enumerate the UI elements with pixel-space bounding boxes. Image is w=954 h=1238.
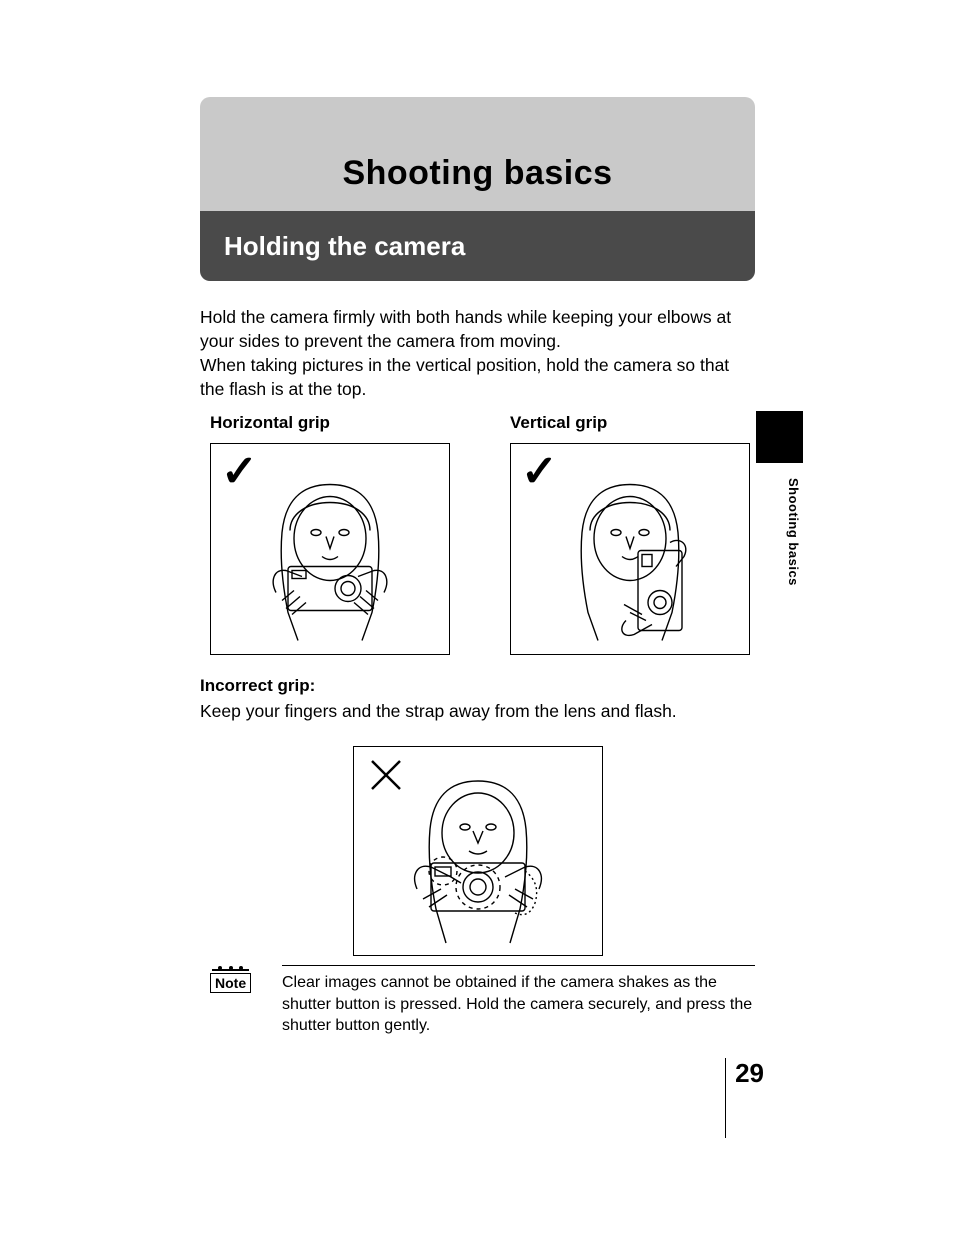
side-tab-label: Shooting basics — [759, 474, 801, 586]
incorrect-grip-label: Incorrect grip: — [200, 676, 755, 696]
vertical-grip-label: Vertical grip — [510, 413, 750, 433]
note-block: Note Clear images cannot be obtained if … — [210, 965, 755, 1037]
horizontal-grip-drawing — [230, 472, 430, 647]
chapter-title: Shooting basics — [342, 154, 612, 193]
body-paragraph-1: Hold the camera firmly with both hands w… — [200, 306, 755, 353]
vertical-grip-drawing — [530, 472, 730, 647]
note-text: Clear images cannot be obtained if the c… — [282, 965, 755, 1037]
incorrect-grip-drawing — [373, 771, 583, 951]
incorrect-grip-block: Incorrect grip: Keep your fingers and th… — [200, 676, 755, 956]
page-number: 29 — [735, 1058, 764, 1089]
horizontal-grip-column: Horizontal grip ✓ — [210, 413, 450, 655]
horizontal-grip-illustration: ✓ — [210, 443, 450, 655]
vertical-grip-column: Vertical grip ✓ — [510, 413, 750, 655]
page-number-divider — [725, 1058, 727, 1138]
side-tab-marker — [756, 411, 803, 463]
body-paragraph-2: When taking pictures in the vertical pos… — [200, 354, 755, 401]
note-label: Note — [210, 973, 251, 993]
horizontal-grip-label: Horizontal grip — [210, 413, 450, 433]
grip-illustrations-row: Horizontal grip ✓ — [210, 413, 755, 655]
section-header: Holding the camera — [200, 211, 755, 281]
section-title: Holding the camera — [224, 231, 465, 262]
note-icon: Note — [210, 973, 266, 993]
chapter-header: Shooting basics — [200, 97, 755, 211]
vertical-grip-illustration: ✓ — [510, 443, 750, 655]
manual-page: Shooting basics Holding the camera Hold … — [0, 0, 954, 1238]
incorrect-grip-illustration — [353, 746, 603, 956]
incorrect-grip-text: Keep your fingers and the strap away fro… — [200, 700, 755, 724]
